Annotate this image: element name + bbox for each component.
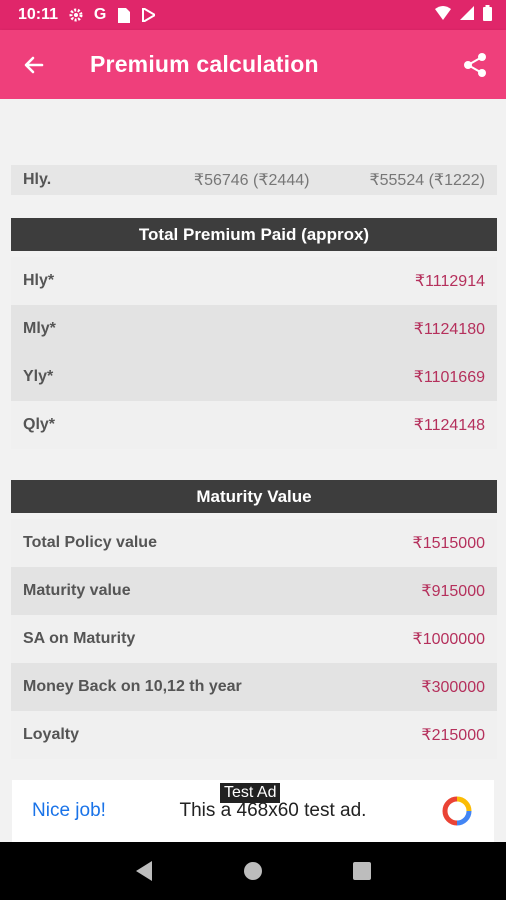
ad-tag: Test Ad bbox=[220, 783, 281, 803]
row-value: ₹915000 bbox=[421, 583, 485, 600]
row-value: ₹55524 (₹1222) bbox=[369, 172, 485, 189]
nav-bar bbox=[0, 842, 506, 900]
row-label: Hly. bbox=[23, 171, 52, 188]
app-bar: Premium calculation bbox=[0, 30, 506, 99]
table-row: Qly* ₹1124148 bbox=[11, 401, 497, 449]
ad-text[interactable]: This a 468x60 test ad. bbox=[179, 800, 367, 821]
row-label: SA on Maturity bbox=[23, 630, 136, 647]
page-title: Premium calculation bbox=[90, 51, 319, 77]
signal-icon bbox=[460, 5, 474, 25]
row-value: ₹1112914 bbox=[414, 273, 485, 290]
row-value: ₹300000 bbox=[421, 679, 485, 696]
row-value: ₹1000000 bbox=[412, 631, 485, 648]
share-icon[interactable] bbox=[450, 30, 500, 99]
arrow-back-icon[interactable] bbox=[4, 30, 64, 99]
back-triangle-icon[interactable] bbox=[124, 851, 164, 891]
status-time: 10:11 bbox=[18, 6, 59, 23]
section-header-maturity-value: Maturity Value bbox=[11, 480, 497, 513]
row-label: Loyalty bbox=[23, 726, 80, 743]
table-row: Money Back on 10,12 th year ₹300000 bbox=[11, 663, 497, 711]
table-row: Hly* ₹1112914 bbox=[11, 257, 497, 305]
table-row: Hly. ₹56746 (₹2444) ₹55524 (₹1222) bbox=[11, 165, 497, 195]
status-bar: 10:11 G bbox=[0, 0, 506, 30]
ad-banner[interactable]: Nice job! This a 468x60 test ad. bbox=[12, 780, 494, 842]
table-row: SA on Maturity ₹1000000 bbox=[11, 615, 497, 663]
row-label: Money Back on 10,12 th year bbox=[23, 678, 242, 695]
row-value: ₹1124148 bbox=[413, 417, 485, 434]
row-label: Total Policy value bbox=[23, 534, 157, 551]
wifi-icon bbox=[435, 5, 451, 25]
ad-margin bbox=[0, 780, 12, 842]
table-row: Maturity value ₹915000 bbox=[11, 567, 497, 615]
table-row: Total Policy value ₹1515000 bbox=[11, 519, 497, 567]
gear-icon bbox=[68, 7, 84, 23]
content-scroll[interactable]: Hly. ₹56746 (₹2444) ₹55524 (₹1222) Total… bbox=[0, 99, 506, 780]
row-label: Mly* bbox=[23, 320, 56, 337]
row-label: Hly* bbox=[23, 272, 55, 289]
ad-margin bbox=[494, 780, 506, 842]
row-label: Maturity value bbox=[23, 582, 131, 599]
row-label: Yly* bbox=[23, 368, 54, 385]
row-value: ₹1515000 bbox=[412, 535, 485, 552]
sim-card-icon bbox=[116, 7, 132, 23]
ad-logo-icon[interactable] bbox=[440, 794, 474, 828]
ad-nice-job-text[interactable]: Nice job! bbox=[32, 800, 106, 821]
row-label: Qly* bbox=[23, 416, 56, 433]
google-icon: G bbox=[93, 6, 107, 23]
table-row: Mly* ₹1124180 bbox=[11, 305, 497, 353]
table-row: Loyalty ₹215000 bbox=[11, 711, 497, 759]
row-value: ₹1101669 bbox=[413, 369, 485, 386]
home-circle-icon[interactable] bbox=[233, 851, 273, 891]
battery-icon bbox=[483, 4, 492, 26]
row-value: ₹1124180 bbox=[413, 321, 485, 338]
table-row: Yly* ₹1101669 bbox=[11, 353, 497, 401]
section-header-total-premium: Total Premium Paid (approx) bbox=[11, 218, 497, 251]
play-store-icon bbox=[140, 7, 156, 23]
row-value: ₹215000 bbox=[421, 727, 485, 744]
recents-square-icon[interactable] bbox=[342, 851, 382, 891]
row-value: ₹56746 (₹2444) bbox=[193, 172, 310, 189]
